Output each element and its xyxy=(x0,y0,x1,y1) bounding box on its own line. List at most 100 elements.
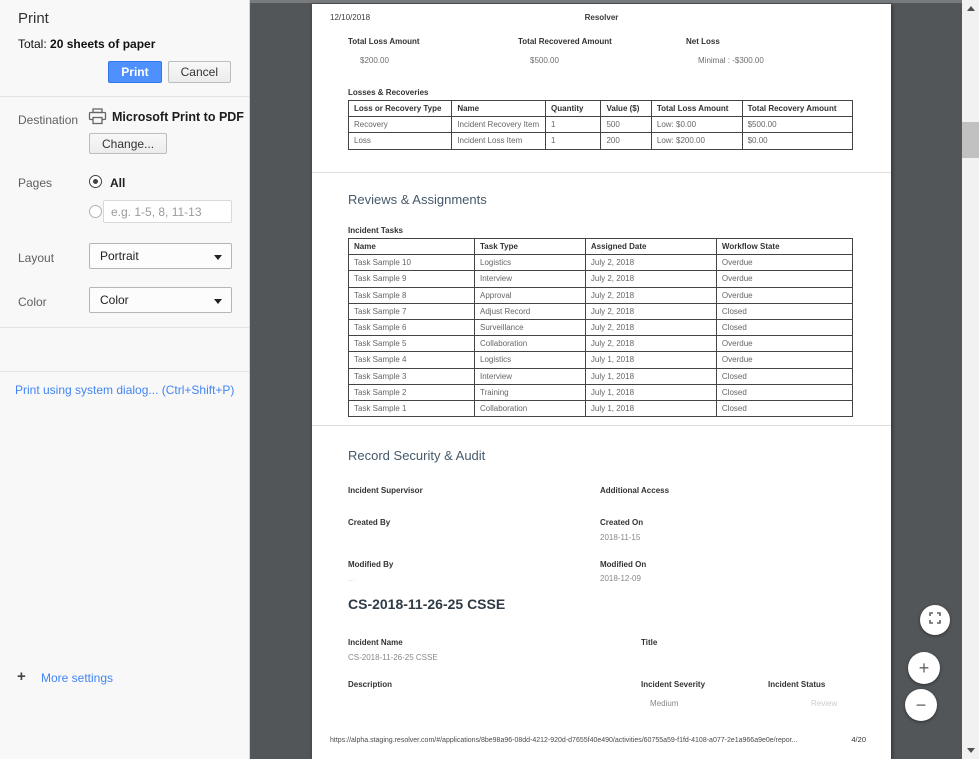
scroll-up-button[interactable] xyxy=(962,0,979,17)
table-cell: Task Sample 4 xyxy=(348,351,475,369)
table-cell: Incident Loss Item xyxy=(451,132,547,150)
incident-tasks-section: Incident Tasks Name Task Type Assigned Dat… xyxy=(348,226,854,418)
zoom-out-button[interactable]: − xyxy=(905,689,937,721)
incident-section: CS-2018-11-26-25 CSSE Incident Name CS-2… xyxy=(348,596,853,716)
table-cell: July 2, 2018 xyxy=(584,270,717,288)
net-loss-value: Minimal : -$300.00 xyxy=(698,56,764,65)
table-cell: Recovery xyxy=(347,116,453,134)
total-recovered-value: $500.00 xyxy=(530,56,559,65)
incident-tasks-title: Incident Tasks xyxy=(348,226,403,235)
total-loss-block: Total Loss Amount $200.00 xyxy=(348,37,518,65)
scroll-up-icon xyxy=(966,6,975,11)
table-row: Task Sample 3 Interview July 1, 2018 Closed xyxy=(348,367,854,385)
table-header-row: Loss or Recovery Type Name Quantity Value (… xyxy=(347,99,854,118)
table-cell: Collaboration xyxy=(474,399,586,418)
print-button[interactable]: Print xyxy=(108,61,162,83)
modified-by-label: Modified By xyxy=(348,560,394,569)
pages-all-label[interactable]: All xyxy=(110,176,126,190)
table-cell: Closed xyxy=(715,302,854,320)
table-cell: July 1, 2018 xyxy=(584,383,717,401)
severity-value: Medium xyxy=(650,699,679,708)
modified-on-label: Modified On xyxy=(600,560,647,569)
system-dialog-link[interactable]: Print using system dialog... (Ctrl+Shift… xyxy=(15,383,235,397)
fit-to-page-icon xyxy=(929,611,941,629)
table-cell: Task Sample 6 xyxy=(348,318,475,337)
pages-all-radio[interactable] xyxy=(89,175,102,188)
layout-select[interactable]: Portrait xyxy=(89,243,232,269)
change-destination-button[interactable]: Change... xyxy=(89,133,168,154)
losses-section-title: Losses & Recoveries xyxy=(348,88,429,97)
table-cell: July 1, 2018 xyxy=(584,351,717,369)
title-label: Title xyxy=(641,638,658,647)
table-cell: July 2, 2018 xyxy=(584,335,717,353)
column-header: Workflow State xyxy=(715,237,854,256)
pages-range-input[interactable] xyxy=(103,200,232,223)
table-cell: Task Sample 8 xyxy=(348,286,475,304)
column-header: Name xyxy=(348,237,475,256)
print-dialog-title: Print xyxy=(18,10,49,27)
column-header: Value ($) xyxy=(600,99,652,118)
table-cell: Task Sample 1 xyxy=(348,399,475,418)
scrollbar-thumb[interactable] xyxy=(962,122,979,158)
table-cell: 1 xyxy=(545,116,602,134)
total-loss-value: $200.00 xyxy=(360,56,389,65)
table-row: Task Sample 4 Logistics July 1, 2018 Overdu… xyxy=(348,351,854,369)
fit-to-page-button[interactable] xyxy=(920,605,950,635)
preview-page: 12/10/2018 Resolver Total Loss Amount $2… xyxy=(312,4,891,759)
table-cell: $500.00 xyxy=(741,116,854,134)
losses-recoveries-section: Losses & Recoveries Loss or Recovery Typ… xyxy=(347,88,854,150)
document-header: 12/10/2018 Resolver xyxy=(330,13,873,25)
column-header: Total Recovery Amount xyxy=(741,99,854,118)
plus-icon: + xyxy=(918,657,930,678)
zoom-in-button[interactable]: + xyxy=(908,652,940,684)
print-dialog: Print Total: 20 sheets of paper Print Ca… xyxy=(0,0,250,759)
scroll-down-button[interactable] xyxy=(962,742,979,759)
total-loss-label: Total Loss Amount xyxy=(348,37,420,46)
table-cell: Closed xyxy=(715,399,854,418)
table-cell: July 2, 2018 xyxy=(584,254,717,272)
incident-tasks-table: Name Task Type Assigned Date Workflow State… xyxy=(348,237,854,418)
more-settings-toggle[interactable]: + More settings xyxy=(0,328,249,685)
minus-icon: − xyxy=(915,694,927,715)
plus-icon: + xyxy=(17,668,26,685)
table-cell: Logistics xyxy=(474,254,586,272)
destination-printer-name: Microsoft Print to PDF xyxy=(112,110,244,124)
table-cell: Surveillance xyxy=(474,318,586,337)
total-value: 20 sheets of paper xyxy=(50,37,156,51)
table-cell: July 2, 2018 xyxy=(584,302,717,320)
severity-label: Incident Severity xyxy=(641,680,706,689)
page-section-divider xyxy=(312,425,891,426)
document-footer: https://alpha.staging.resolver.com/#/app… xyxy=(330,735,866,744)
incident-name-label: Incident Name xyxy=(348,638,403,647)
pages-range-radio[interactable] xyxy=(89,205,102,218)
chevron-down-icon xyxy=(214,255,222,260)
table-row: Task Sample 6 Surveillance July 2, 2018 Clo… xyxy=(348,318,854,337)
table-cell: Logistics xyxy=(474,351,586,369)
net-loss-label: Net Loss xyxy=(686,37,720,46)
section-divider xyxy=(0,327,249,328)
total-recovered-block: Total Recovered Amount $500.00 xyxy=(518,37,686,65)
preview-scrollbar[interactable] xyxy=(962,0,979,759)
page-section-divider xyxy=(312,172,891,173)
table-cell: Training xyxy=(474,383,586,401)
table-row: Task Sample 2 Training July 1, 2018 Closed xyxy=(348,383,854,401)
table-cell: Task Sample 9 xyxy=(348,270,475,288)
table-cell: Task Sample 5 xyxy=(348,335,475,353)
created-by-label: Created By xyxy=(348,518,391,527)
layout-label: Layout xyxy=(18,251,55,265)
column-header: Task Type xyxy=(474,237,586,256)
table-header-row: Name Task Type Assigned Date Workflow State xyxy=(348,237,854,256)
security-section-title: Record Security & Audit xyxy=(348,448,486,463)
reviews-section-title: Reviews & Assignments xyxy=(348,192,487,207)
preview-top-edge xyxy=(250,0,962,3)
created-on-value: 2018-11-15 xyxy=(600,533,641,542)
color-select[interactable]: Color xyxy=(89,287,232,313)
destination-label: Destination xyxy=(18,113,79,127)
section-divider xyxy=(0,96,249,97)
table-cell: $0.00 xyxy=(741,132,854,150)
table-cell: July 2, 2018 xyxy=(584,318,717,337)
table-cell: Overdue xyxy=(715,351,854,369)
table-cell: Overdue xyxy=(715,254,854,272)
additional-access-label: Additional Access xyxy=(600,486,670,495)
cancel-button[interactable]: Cancel xyxy=(167,61,231,83)
